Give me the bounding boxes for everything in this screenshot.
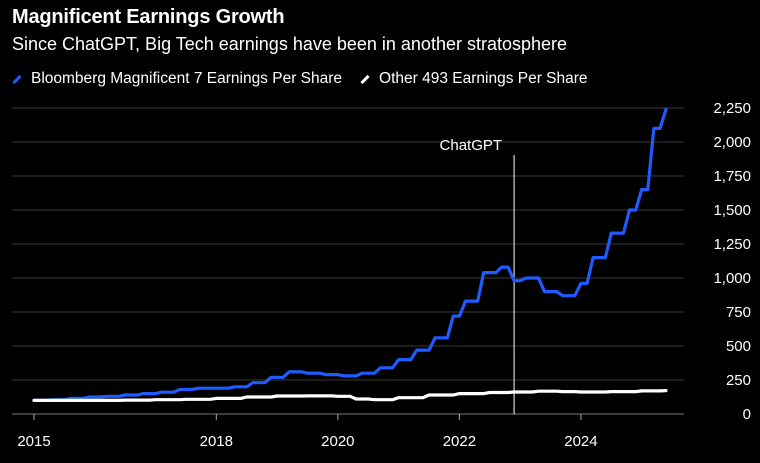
chart-subtitle: Since ChatGPT, Big Tech earnings have be… xyxy=(12,34,568,54)
y-tick-label: 1,750 xyxy=(713,168,751,185)
legend: Bloomberg Magnificent 7 Earnings Per Sha… xyxy=(12,70,606,88)
y-tick-label: 0 xyxy=(743,406,751,423)
y-tick-label: 750 xyxy=(726,304,751,321)
x-tick-label: 2020 xyxy=(321,433,354,450)
y-tick-label: 2,000 xyxy=(713,134,751,151)
annotation-label: ChatGPT xyxy=(440,137,503,154)
x-tick-label: 2024 xyxy=(564,433,597,450)
y-tick-label: 1,250 xyxy=(713,236,751,253)
x-tick-label: 2022 xyxy=(443,433,476,450)
legend-item-mag7: Bloomberg Magnificent 7 Earnings Per Sha… xyxy=(12,70,342,88)
series-line-other xyxy=(32,389,668,402)
x-tick-label: 2015 xyxy=(17,433,50,450)
series-line-mag7 xyxy=(32,107,668,402)
y-tick-label: 2,250 xyxy=(713,100,751,117)
legend-item-other: Other 493 Earnings Per Share xyxy=(360,70,588,88)
y-tick-label: 500 xyxy=(726,338,751,355)
y-tick-label: 1,000 xyxy=(713,270,751,287)
chart-title: Magnificent Earnings Growth xyxy=(12,6,285,28)
x-tick-label: 2018 xyxy=(200,433,233,450)
y-tick-label: 250 xyxy=(726,372,751,389)
y-tick-label: 1,500 xyxy=(713,202,751,219)
legend-label-other: Other 493 Earnings Per Share xyxy=(379,70,588,87)
legend-label-mag7: Bloomberg Magnificent 7 Earnings Per Sha… xyxy=(31,70,343,87)
